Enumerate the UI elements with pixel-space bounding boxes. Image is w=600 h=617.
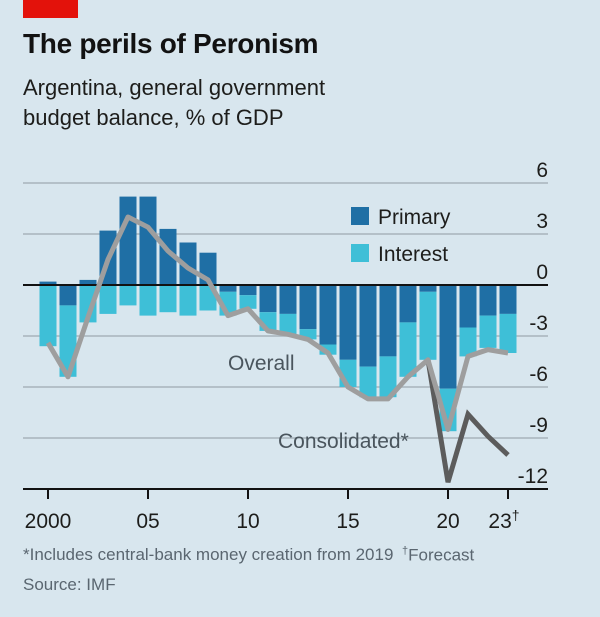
bar-interest [299, 329, 317, 340]
bar-primary [319, 285, 337, 345]
bar-primary [459, 285, 477, 328]
bar-primary [299, 285, 317, 330]
bar-primary [439, 285, 457, 389]
chart-title: The perils of Peronism [23, 28, 319, 59]
y-axis-labels: 6 3 0 -3 -6 -9 -12 [518, 159, 548, 488]
forecast-note: †Forecast [402, 545, 474, 566]
bar-interest [479, 315, 497, 348]
bar-interest [119, 285, 137, 306]
forecast-note-text: Forecast [408, 545, 475, 565]
bar-interest [279, 313, 297, 335]
bar-interest [459, 327, 477, 357]
x-tick-label: 20 [436, 510, 459, 533]
dagger-mark: † [402, 545, 409, 557]
bars [39, 196, 517, 432]
bar-primary [59, 285, 77, 306]
bar-interest [379, 356, 397, 398]
bar-interest [399, 322, 417, 377]
bar-interest [179, 285, 197, 316]
y-tick-label: -9 [529, 414, 548, 437]
bar-primary [79, 279, 97, 285]
bar-interest [99, 285, 117, 314]
bar-interest [39, 285, 57, 347]
bar-primary [259, 285, 277, 313]
legend: Primary Interest [351, 206, 451, 266]
bar-interest [239, 295, 257, 309]
x-tick-label: 10 [236, 510, 259, 533]
annotation-consolidated: Consolidated* [278, 430, 409, 453]
bar-primary [139, 196, 157, 285]
bar-primary [339, 285, 357, 360]
y-tick-label: 6 [536, 159, 548, 182]
subtitle-line-2: budget balance, % of GDP [23, 105, 284, 130]
bar-primary [379, 285, 397, 357]
x-tick-label: 2000 [25, 510, 72, 533]
bar-primary [279, 285, 297, 314]
series-lines [45, 214, 510, 483]
y-tick-label: -3 [529, 312, 548, 335]
bar-primary [179, 242, 197, 285]
y-tick-label: 0 [536, 261, 548, 284]
subtitle-line-1: Argentina, general government [23, 75, 326, 100]
chart-subtitle: Argentina, general government budget bal… [23, 73, 443, 133]
bar-interest [499, 313, 517, 353]
bar-interest [159, 285, 177, 313]
bar-interest [139, 285, 157, 316]
bar-interest [79, 285, 97, 323]
legend-label-primary: Primary [378, 206, 451, 229]
bar-primary [479, 285, 497, 316]
x-tick-label: 05 [136, 510, 159, 533]
line-overall [45, 214, 509, 432]
x-tick-label: 15 [336, 510, 359, 533]
footnote: *Includes central-bank money creation fr… [23, 545, 394, 564]
bar-primary [399, 285, 417, 323]
annotation-overall: Overall [228, 352, 295, 375]
y-tick-label: -12 [518, 465, 548, 488]
bar-primary [219, 285, 237, 292]
bar-primary [119, 196, 137, 285]
x-axis: 2000 05 10 15 20 23† [23, 488, 548, 533]
bar-interest [359, 366, 377, 398]
bar-primary [239, 285, 257, 296]
legend-swatch-primary [351, 207, 369, 225]
bar-interest [319, 344, 337, 355]
legend-swatch-interest [351, 244, 369, 262]
legend-label-interest: Interest [378, 243, 448, 266]
line-consolidated [425, 359, 510, 483]
y-tick-label: 3 [536, 210, 548, 233]
y-tick-label: -6 [529, 363, 548, 386]
bar-primary [419, 285, 437, 292]
x-tick-label: 23† [488, 507, 519, 533]
bar-interest [419, 291, 437, 360]
bar-primary [359, 285, 377, 367]
bar-primary [499, 285, 517, 314]
bar-primary [39, 281, 57, 285]
brand-red-tag [23, 0, 78, 18]
source-note: Source: IMF [23, 575, 116, 594]
